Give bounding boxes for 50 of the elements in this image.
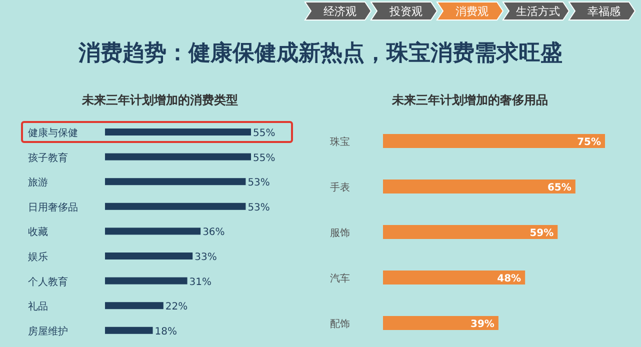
y-tick-label: 配饰 (330, 318, 350, 330)
data-label: 18% (154, 326, 178, 338)
bar (105, 252, 193, 260)
data-label: 39% (470, 319, 494, 330)
y-tick-label: 房屋维护 (28, 325, 68, 338)
bar (383, 180, 576, 194)
data-label: 55% (253, 128, 276, 139)
y-tick-label: 娱乐 (28, 251, 48, 263)
text: 消费趋势：健康保健成新热点，珠宝消费需求旺盛 (78, 40, 562, 66)
y-tick-label: 日用奢侈品 (28, 201, 78, 214)
data-label: 53% (248, 178, 270, 189)
y-tick-label: 孩子教育 (28, 152, 68, 164)
y-tick-label: 汽车 (330, 272, 350, 284)
y-tick-label: 收藏 (28, 226, 48, 238)
y-tick-label: 旅游 (28, 176, 48, 189)
chart-title: 未来三年计划增加的消费类型 (81, 93, 238, 107)
text: 消费观 (456, 5, 488, 18)
bar (383, 316, 498, 330)
text: 投资观 (388, 5, 422, 18)
bar (105, 153, 251, 160)
data-label: 31% (189, 276, 212, 288)
y-tick-label: 礼品 (28, 300, 48, 313)
bar (105, 128, 251, 136)
y-tick-label: 个人教育 (28, 276, 68, 288)
bar (383, 225, 558, 239)
chart-title: 未来三年计划增加的奢侈用品 (391, 93, 548, 107)
text: 经济观 (324, 5, 356, 18)
bar (105, 202, 246, 210)
bar (105, 228, 201, 235)
text: 生活方式 (516, 5, 560, 18)
y-tick-label: 珠宝 (330, 136, 350, 148)
data-label: 22% (165, 302, 188, 313)
data-label: 33% (194, 252, 217, 263)
data-label: 75% (577, 137, 601, 148)
bar (383, 134, 605, 148)
y-tick-label: 健康与保健 (28, 127, 78, 139)
bar (105, 326, 153, 334)
bar (105, 178, 246, 186)
y-tick-label: 手表 (330, 182, 350, 194)
y-tick-label: 服饰 (330, 227, 350, 239)
text: 幸福感 (588, 5, 620, 18)
data-label: 48% (497, 274, 522, 284)
data-label: 36% (202, 227, 225, 238)
data-label: 59% (530, 228, 554, 239)
bar (105, 302, 164, 310)
data-label: 65% (547, 182, 572, 194)
bar (105, 277, 188, 284)
data-label: 53% (248, 202, 270, 214)
bar (383, 270, 526, 284)
data-label: 55% (253, 152, 276, 164)
